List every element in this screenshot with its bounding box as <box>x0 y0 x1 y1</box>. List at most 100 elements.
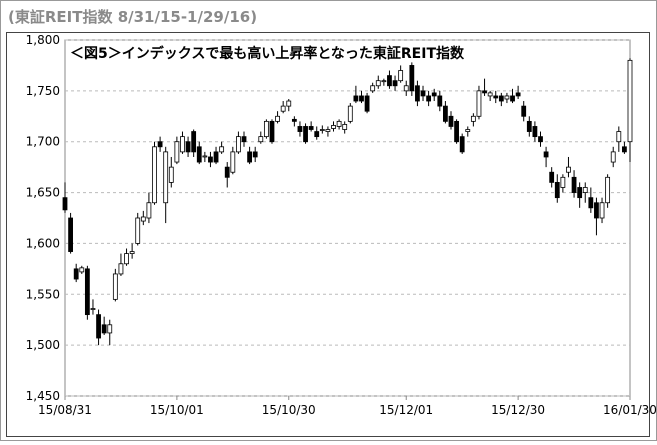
candle-body <box>448 115 454 127</box>
candle-body <box>431 92 437 97</box>
candle-body <box>185 141 191 153</box>
candle-body <box>577 187 583 199</box>
candle-body <box>381 80 387 83</box>
candle-body <box>208 156 213 163</box>
candle-body <box>482 90 487 94</box>
candle-body <box>538 136 543 143</box>
candle-body <box>622 146 627 153</box>
candle-body <box>594 202 599 219</box>
y-tick-label: 1,750 <box>26 84 60 98</box>
y-tick-label: 1,650 <box>26 186 60 200</box>
candle-body <box>286 100 292 107</box>
candle-body <box>599 202 605 219</box>
x-tick-label: 15/10/01 <box>150 403 204 417</box>
candle-body <box>342 124 348 130</box>
y-tick-label: 1,600 <box>26 236 60 250</box>
candle-body <box>269 120 275 143</box>
annotation: ＜図5＞インデックスで最も高い上昇率となった東証REIT指数 <box>70 45 465 62</box>
candle-body <box>521 105 527 117</box>
candle-body <box>314 131 320 138</box>
candle-body <box>62 197 68 211</box>
candle-body <box>236 136 241 153</box>
candle-body <box>101 324 107 334</box>
candle-body <box>140 216 146 222</box>
candle-body <box>415 85 420 102</box>
candle-body <box>325 129 331 132</box>
candle-body <box>571 176 577 193</box>
candle-body <box>291 118 297 122</box>
candle-body <box>532 126 538 138</box>
candle-body <box>549 171 555 183</box>
candle-body <box>504 95 510 100</box>
candle-body <box>241 136 247 143</box>
candle-body <box>566 166 571 173</box>
candle-body <box>96 314 101 339</box>
candle-body <box>359 95 364 102</box>
y-tick-label: 1,450 <box>26 389 60 403</box>
candle-body <box>163 151 169 204</box>
candle-body <box>493 95 499 99</box>
candle-body <box>610 151 616 163</box>
candle-body <box>487 92 493 97</box>
candle-body <box>118 263 124 275</box>
candle-body <box>560 176 566 188</box>
candle-body <box>275 115 280 122</box>
y-tick-label: 1,800 <box>26 33 60 47</box>
candle-body <box>470 115 476 122</box>
candle-body <box>124 253 129 265</box>
candle-body <box>202 155 208 158</box>
y-tick-label: 1,500 <box>26 338 60 352</box>
candle-body <box>219 146 225 153</box>
candle-body <box>454 120 459 143</box>
chart-box <box>6 32 650 437</box>
candle-body <box>79 267 85 273</box>
candle-body <box>498 95 504 102</box>
candle-body <box>247 151 253 163</box>
candle-body <box>543 151 549 158</box>
candle-body <box>353 95 359 102</box>
candle-body <box>515 92 521 97</box>
candle-body <box>392 80 398 87</box>
candle-body <box>68 217 73 252</box>
candle-body <box>347 105 353 122</box>
candle-body <box>387 75 392 87</box>
candle-body <box>437 95 443 107</box>
candle-body <box>331 125 336 129</box>
candle-body <box>84 268 90 316</box>
candle-body <box>336 120 342 127</box>
candle-body <box>191 131 197 153</box>
candle-body <box>258 136 264 143</box>
candle-body <box>588 197 594 209</box>
candle-body <box>297 126 303 132</box>
x-tick-label: 16/01/30 <box>603 403 657 417</box>
candle-body <box>152 146 157 204</box>
candle-body <box>442 105 448 122</box>
candle-body <box>403 85 409 92</box>
candle-body <box>157 141 163 148</box>
candle-body <box>420 90 426 97</box>
candle-body <box>476 90 482 117</box>
candle-body <box>510 95 515 102</box>
candle-body <box>263 120 269 138</box>
candle-body <box>364 95 370 112</box>
candle-body <box>280 105 286 112</box>
y-tick-label: 1,700 <box>26 135 60 149</box>
candle-body <box>168 166 174 183</box>
candle-body <box>398 70 404 82</box>
candle-body <box>605 176 611 204</box>
candle-body <box>465 129 471 132</box>
chart-title: (東証REIT指数 8/31/15-1/29/16) <box>8 8 257 26</box>
candle-body <box>370 85 376 92</box>
candle-body <box>375 80 381 87</box>
x-tick-label: 15/12/01 <box>379 403 433 417</box>
candle-body <box>426 95 432 102</box>
candle-body <box>554 181 560 199</box>
x-tick-label: 15/12/30 <box>491 403 545 417</box>
candle-body <box>459 136 465 153</box>
candle-body <box>303 126 308 143</box>
candle-body <box>112 273 118 300</box>
candle-body <box>129 251 135 255</box>
candle-body <box>73 268 79 280</box>
